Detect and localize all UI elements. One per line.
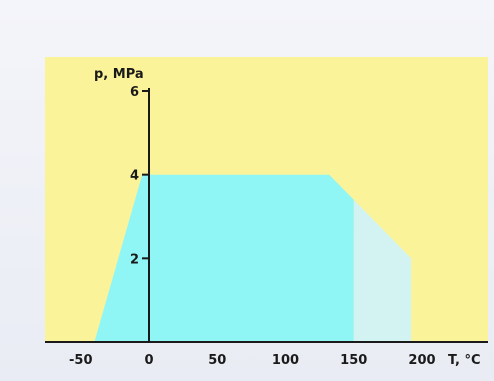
region-0 bbox=[94, 174, 354, 342]
tick-marks: 2 4 6 -50 0 50 100 150 200 bbox=[69, 85, 436, 368]
x-tick-label-3: 100 bbox=[272, 353, 299, 368]
x-tick-label-2: 50 bbox=[208, 353, 226, 368]
y-axis-label: p, MPa bbox=[94, 67, 144, 82]
x-tick-label-5: 200 bbox=[408, 353, 435, 368]
x-axis-label: T, °C bbox=[448, 353, 481, 368]
x-tick-label-4: 150 bbox=[340, 353, 367, 368]
pressure-temperature-regions bbox=[94, 174, 412, 342]
axes bbox=[45, 88, 488, 343]
y-tick-label-2: 2 bbox=[130, 252, 139, 267]
x-tick-label-1: 0 bbox=[144, 353, 153, 368]
x-tick-label-0: -50 bbox=[69, 353, 93, 368]
region-1 bbox=[353, 199, 412, 342]
y-tick-label-6: 6 bbox=[130, 85, 139, 100]
y-tick-label-4: 4 bbox=[130, 169, 139, 184]
